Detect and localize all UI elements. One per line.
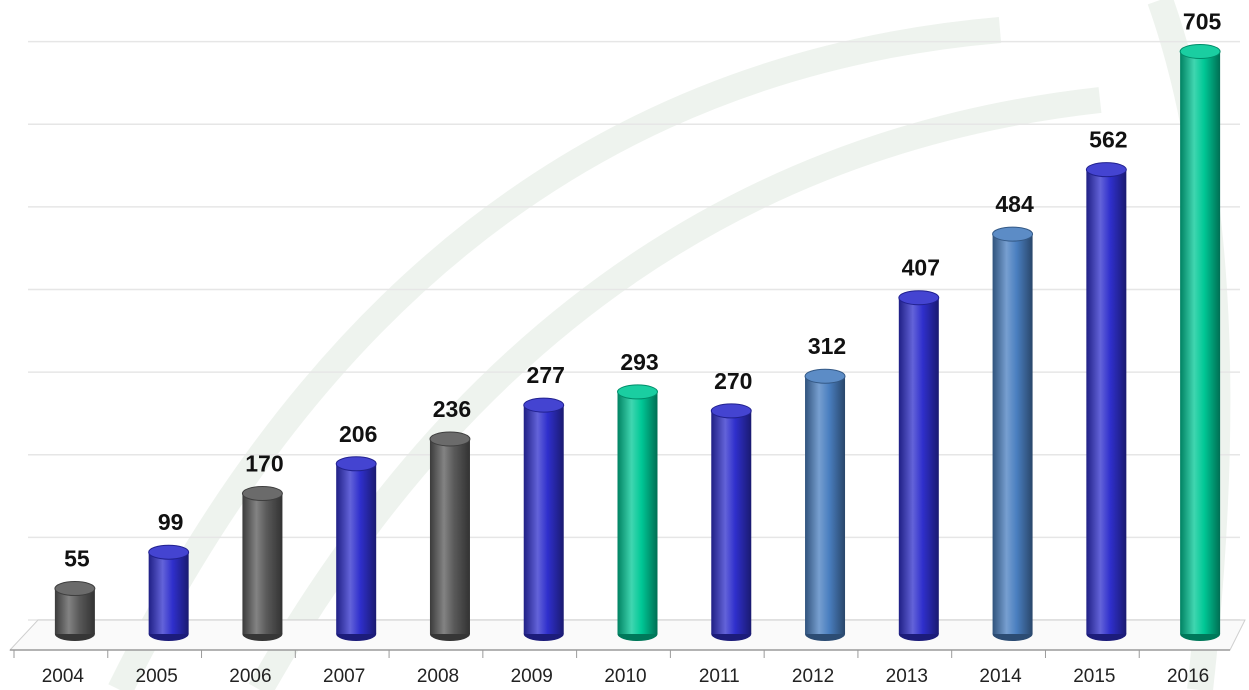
- bar: [805, 376, 846, 634]
- bar-top: [992, 226, 1034, 242]
- x-tick-label: 2007: [323, 666, 365, 687]
- value-label: 270: [714, 368, 752, 394]
- bar-top: [1085, 162, 1127, 178]
- value-label: 55: [64, 546, 90, 572]
- bar: [898, 297, 939, 634]
- bar: [242, 493, 283, 634]
- value-label: 407: [902, 255, 940, 281]
- x-tick-label: 2015: [1073, 666, 1115, 687]
- x-tick-label: 2004: [42, 666, 85, 687]
- watermark-arc: [248, 87, 1102, 690]
- bar: [1180, 51, 1221, 634]
- bar: [617, 391, 658, 634]
- value-label: 705: [1183, 8, 1222, 34]
- value-label: 170: [245, 451, 283, 477]
- x-tick-label: 2014: [979, 666, 1022, 687]
- bar-top: [429, 431, 471, 447]
- value-label: 562: [1089, 127, 1127, 153]
- x-tick-label: 2012: [792, 666, 834, 687]
- x-tick-label: 2010: [604, 666, 646, 687]
- x-tick-label: 2011: [699, 666, 740, 687]
- bar-top: [710, 403, 752, 419]
- bar: [336, 463, 377, 634]
- bar-top: [1179, 43, 1221, 59]
- value-label: 206: [339, 421, 377, 447]
- value-label: 277: [527, 362, 565, 388]
- x-tick-label: 2016: [1167, 666, 1209, 687]
- x-tick-label: 2005: [136, 666, 178, 687]
- value-label: 293: [620, 349, 658, 375]
- bar-top: [241, 486, 283, 502]
- x-tick-label: 2013: [886, 666, 928, 687]
- bar: [992, 234, 1033, 634]
- bar: [148, 552, 189, 634]
- bar-top: [335, 456, 377, 472]
- watermark-arc: [108, 17, 1002, 690]
- bar-top: [617, 384, 658, 400]
- bar: [429, 439, 470, 634]
- bar-top: [804, 368, 846, 384]
- x-tick-label: 2008: [417, 666, 459, 687]
- bar: [54, 588, 95, 634]
- x-tick-label: 2006: [229, 666, 271, 687]
- bar: [711, 410, 752, 634]
- bar-top: [523, 397, 565, 413]
- bar: [1086, 169, 1127, 634]
- bar: [523, 405, 564, 634]
- bar-top: [148, 544, 190, 560]
- x-tick-label: 2009: [511, 666, 553, 687]
- value-label: 312: [808, 333, 846, 359]
- bar-top: [54, 581, 96, 597]
- value-label: 99: [158, 509, 184, 535]
- value-label: 236: [433, 396, 471, 422]
- watermark: [108, 0, 1231, 690]
- value-label: 484: [995, 191, 1034, 217]
- bar-top: [898, 290, 940, 306]
